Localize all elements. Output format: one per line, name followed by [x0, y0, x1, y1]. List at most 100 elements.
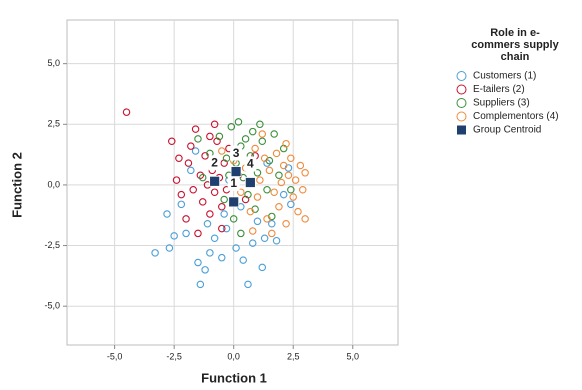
data-point [182, 215, 190, 223]
data-point [253, 193, 262, 201]
data-point [163, 210, 171, 218]
data-point [244, 190, 252, 199]
data-point [270, 130, 278, 138]
y-tick-label: 0,0 [47, 179, 60, 189]
data-point [184, 159, 193, 167]
legend-label: Complementors (4) [473, 111, 559, 122]
legend-marker [456, 98, 467, 108]
data-point [203, 219, 212, 228]
data-point [182, 229, 190, 238]
data-point [232, 244, 240, 252]
data-point [241, 135, 250, 143]
data-point [256, 120, 264, 129]
x-tick-label: -5,0 [107, 351, 123, 361]
data-point [256, 176, 264, 184]
data-point [234, 118, 243, 126]
centroid-label-bg [227, 175, 240, 191]
data-point [258, 263, 267, 272]
x-tick-label: 5,0 [346, 351, 359, 361]
data-point [248, 239, 257, 247]
x-axis-title: Function 1 [201, 370, 267, 385]
data-point [258, 137, 267, 146]
data-point [201, 266, 209, 274]
data-point [220, 210, 228, 218]
legend-marker [457, 125, 466, 135]
centroid [209, 175, 221, 187]
data-point [175, 154, 183, 162]
data-point [291, 176, 300, 184]
data-point [270, 188, 278, 196]
data-point [222, 224, 231, 233]
data-point [244, 280, 252, 289]
data-point [177, 190, 186, 199]
data-point [220, 195, 228, 204]
centroid [244, 177, 256, 188]
data-point [196, 280, 205, 289]
legend-label: E-tailers (2) [473, 84, 525, 95]
legend-label: Suppliers (3) [473, 98, 530, 109]
centroid-label: 4 [247, 157, 254, 171]
centroid [230, 166, 242, 177]
legend-marker [456, 111, 467, 122]
y-tick-label: 2,5 [47, 119, 60, 129]
data-point [287, 186, 295, 194]
data-point [246, 207, 255, 216]
data-point [218, 203, 226, 211]
data-point [237, 229, 245, 238]
legend-title: Role in e-commers supply chain [471, 27, 559, 63]
centroid-label-bg [244, 156, 257, 172]
data-point [275, 171, 283, 179]
data-point [191, 147, 200, 155]
data-point [194, 258, 202, 267]
data-point [187, 142, 195, 150]
data-point [194, 135, 202, 143]
data-point [301, 169, 309, 177]
data-point [253, 217, 262, 226]
data-point [272, 149, 281, 158]
data-point [206, 249, 214, 257]
data-point [294, 207, 302, 216]
data-point [301, 215, 309, 223]
data-point [298, 186, 307, 194]
data-point [191, 125, 200, 133]
data-point [168, 137, 176, 146]
legend-marker [456, 71, 467, 81]
data-point [210, 120, 219, 129]
data-point [189, 186, 197, 194]
data-point [289, 193, 297, 201]
centroid [228, 196, 240, 208]
data-point [263, 215, 271, 223]
data-point [265, 166, 274, 175]
data-point [272, 236, 281, 245]
x-tick-label: 0,0 [227, 351, 240, 361]
data-point [248, 227, 257, 235]
data-point [172, 176, 181, 184]
data-point [206, 210, 214, 218]
data-point [196, 171, 205, 179]
y-tick-label: 5,0 [47, 58, 60, 68]
centroid-label: 3 [233, 146, 240, 160]
data-point [151, 249, 159, 257]
data-point [187, 166, 195, 175]
data-point [198, 198, 207, 206]
data-point [260, 154, 269, 162]
data-point [296, 161, 305, 170]
data-point [284, 171, 293, 179]
centroid-label-bg [208, 155, 221, 171]
data-point [279, 190, 288, 199]
data-point [287, 154, 295, 162]
data-point [237, 188, 245, 196]
data-point [218, 253, 226, 262]
centroid-label: 1 [230, 176, 237, 190]
y-axis-title: Function 2 [9, 152, 24, 218]
data-point [258, 130, 267, 138]
data-point [165, 244, 174, 252]
data-point [170, 232, 178, 240]
data-point [282, 139, 290, 148]
data-point [282, 219, 290, 228]
data-point [198, 173, 207, 182]
data-point [210, 188, 219, 196]
data-point [229, 215, 238, 223]
data-point [215, 132, 224, 141]
